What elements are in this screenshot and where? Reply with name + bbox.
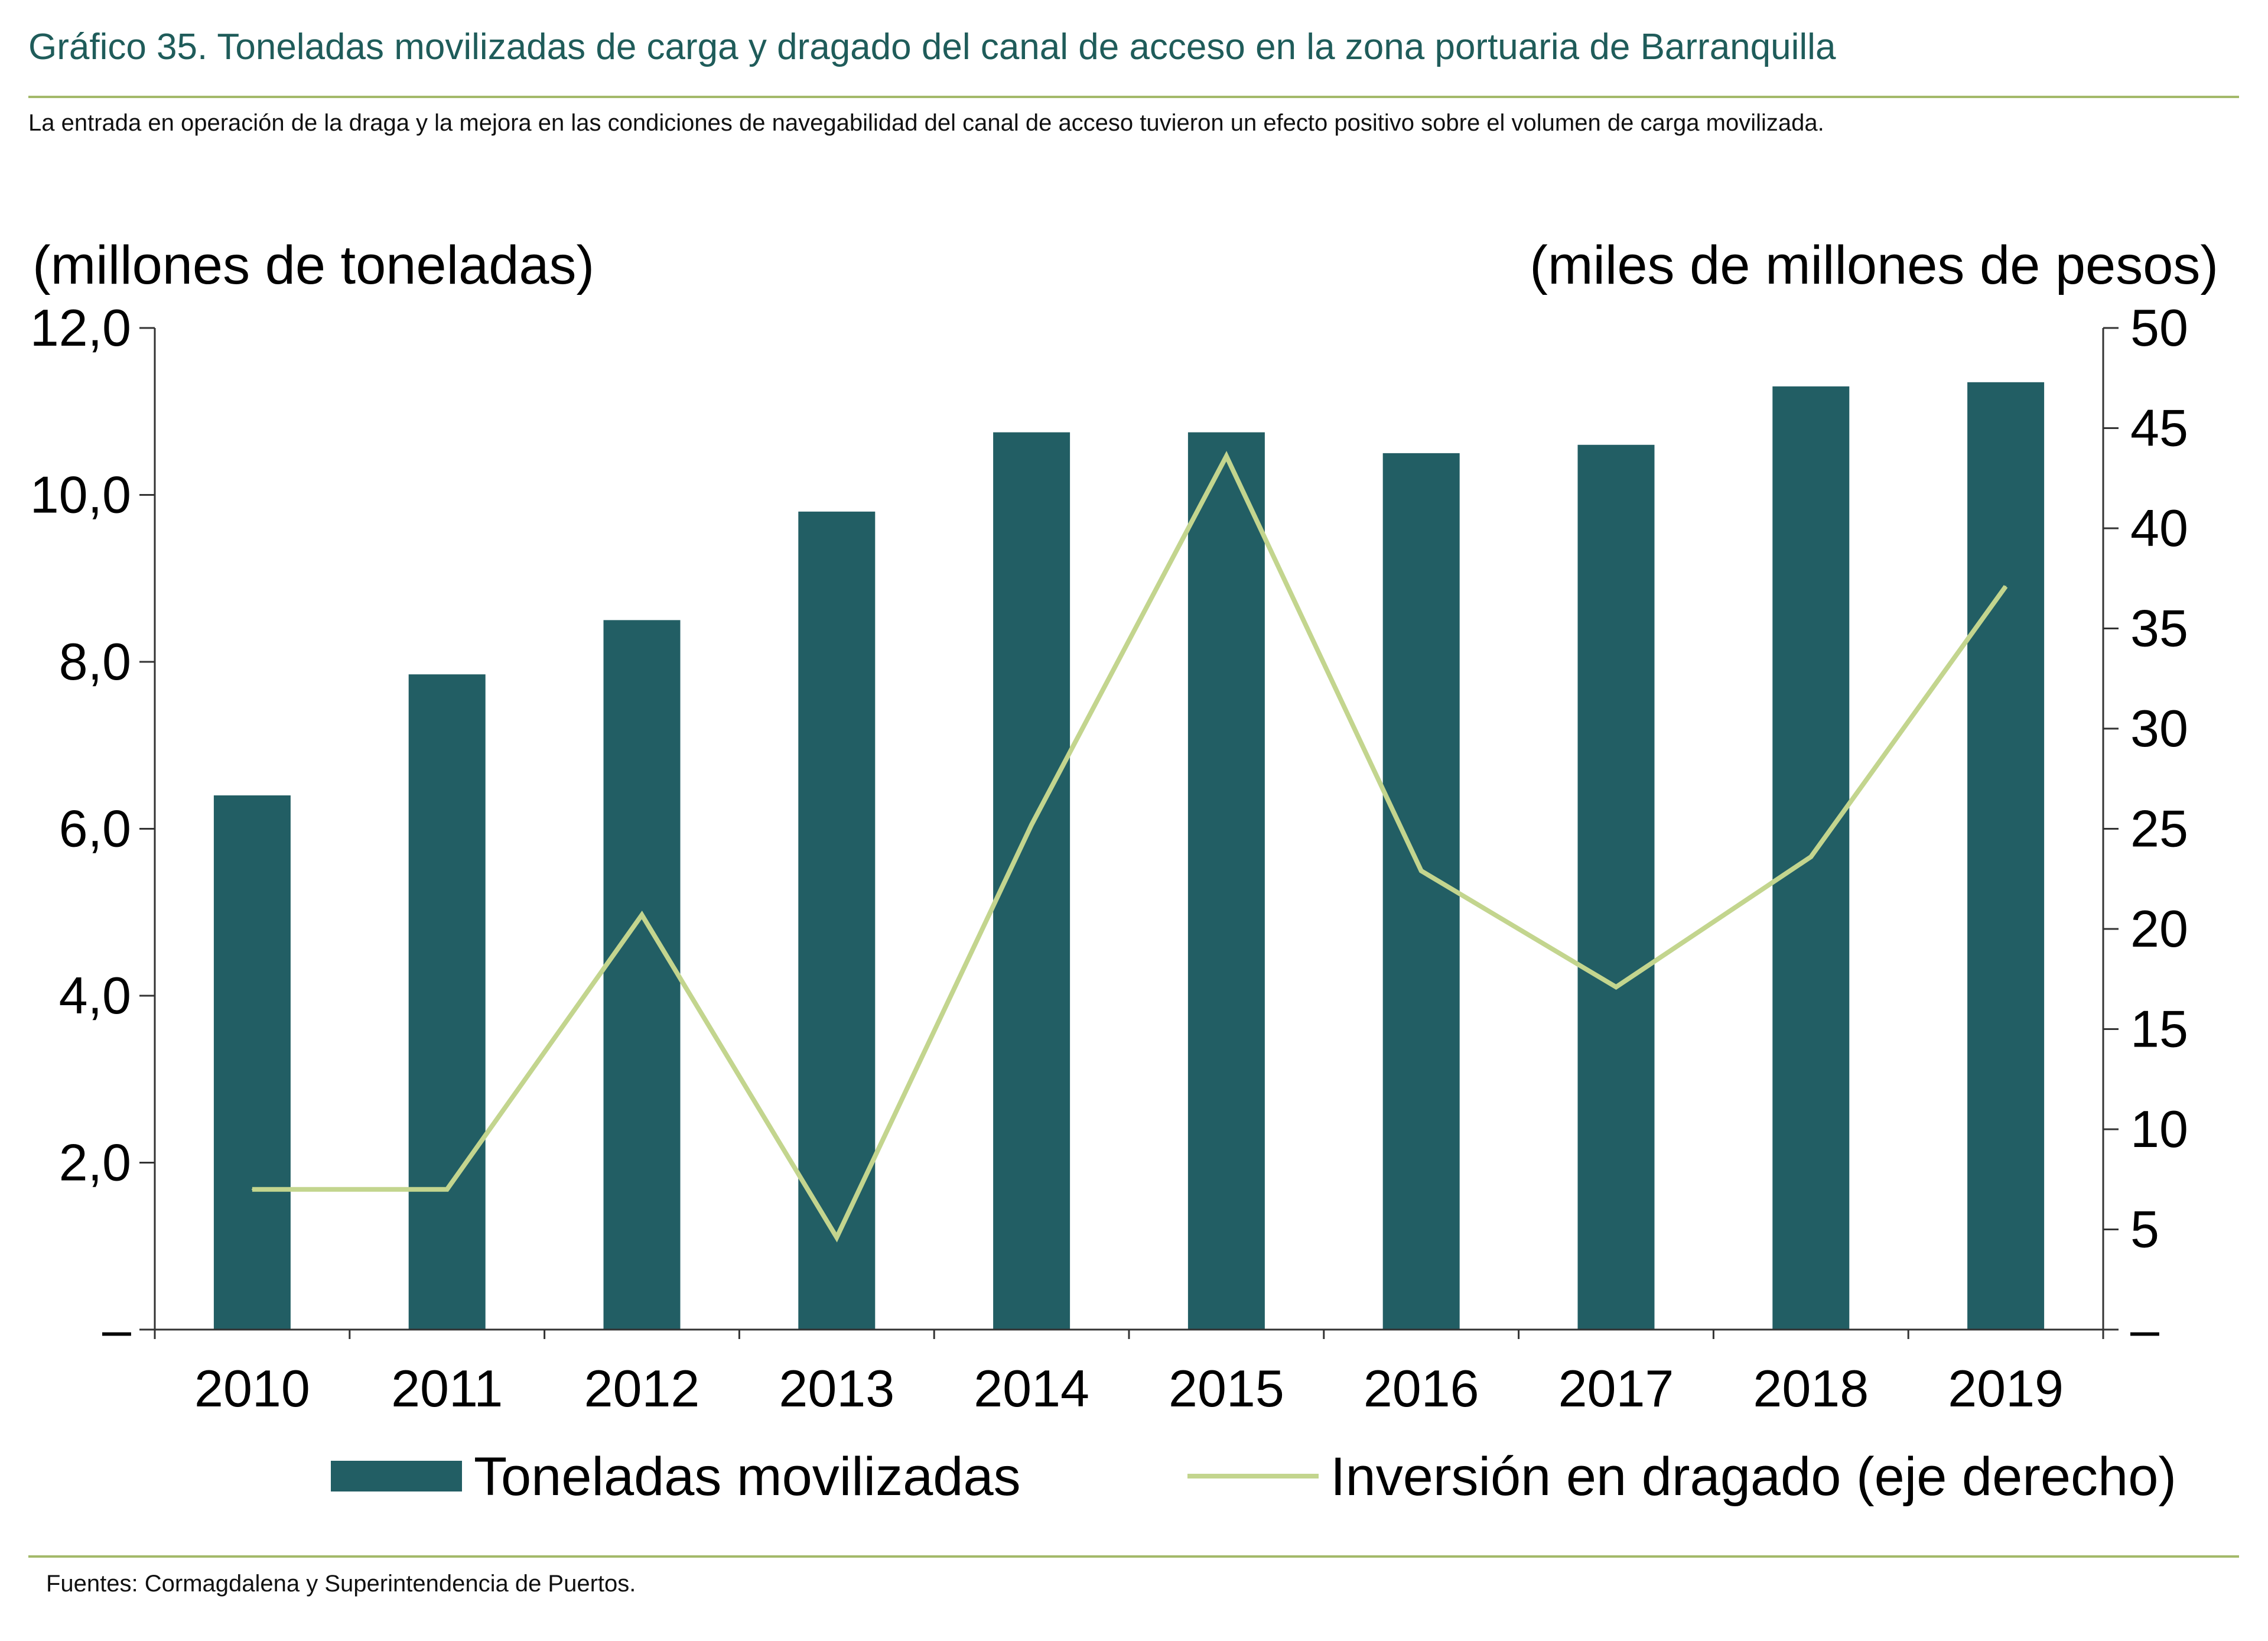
left-tick-label: 4,0 [59,966,131,1025]
line-point-2017 [1615,986,1617,988]
x-tick-label-2011: 2011 [391,1359,503,1418]
bar-2019 [1967,382,2045,1330]
right-tick-label: 40 [2130,499,2188,557]
line-point-2015 [1225,455,1227,457]
line-investment [252,451,2008,1243]
x-tick-label-2013: 2013 [779,1359,894,1418]
right-tick-label: 15 [2130,1000,2188,1058]
right-tick-label: 30 [2130,699,2188,758]
x-tick-label-2017: 2017 [1558,1359,1674,1418]
right-tick-label: 5 [2130,1200,2159,1259]
line-point-2012 [641,914,643,916]
line-point-2019 [2005,586,2007,587]
chart-subtitle: La entrada en operación de la draga y la… [28,110,1824,136]
legend-label-line: Inversión en dragado (eje derecho) [1330,1447,2176,1507]
legend-swatch-bars [331,1461,462,1491]
left-tick-label: 8,0 [59,632,131,691]
line-point-2016 [1420,870,1422,872]
x-tick-label-2014: 2014 [974,1359,1089,1418]
right-tick-label: 25 [2130,800,2188,858]
bar-2013 [798,511,876,1330]
left-axis-title: (millones de toneladas) [32,235,594,295]
left-axis-ticks: – 2,0 4,0 6,0 8,0 10,0 12,0 [30,298,155,1359]
left-tick-label: 6,0 [59,800,131,858]
x-tick-label-2019: 2019 [1948,1359,2064,1418]
x-tick-label-2012: 2012 [584,1359,700,1418]
line-point-2010 [251,1188,253,1190]
line-point-2014 [1031,824,1033,826]
legend: Toneladas movilizadas Inversión en draga… [331,1447,2176,1507]
line-point-2013 [836,1237,838,1239]
right-tick-label: 20 [2130,899,2188,958]
right-axis-title: (miles de millones de pesos) [1530,235,2218,295]
bar-2012 [603,620,681,1330]
bar-2017 [1577,444,1655,1330]
right-tick-label: 45 [2130,399,2188,457]
x-tick-label-2018: 2018 [1753,1359,1869,1418]
legend-label-bars: Toneladas movilizadas [474,1447,1021,1507]
left-tick-label: 12,0 [30,298,131,357]
title-divider [28,96,2239,98]
x-tick-label-2010: 2010 [194,1359,310,1418]
left-tick-label: – [102,1300,131,1359]
combo-chart: (millones de toneladas) (miles de millon… [30,235,2218,1507]
line-point-2011 [446,1188,448,1190]
right-tick-label: 10 [2130,1100,2188,1158]
bar-2011 [408,674,486,1330]
x-tick-label-2015: 2015 [1169,1359,1284,1418]
x-axis-labels: 2010 2011 2012 2013 2014 2015 2016 2017 2018 2019 [194,1359,2064,1418]
bar-2016 [1382,453,1460,1330]
chart-title: Gráfico 35. Toneladas movilizadas de car… [28,27,1836,67]
line-point-2018 [1810,856,1812,857]
bar-2015 [1187,432,1265,1330]
line-series [251,451,2008,1243]
source-note: Fuentes: Cormagdalena y Superintendencia… [46,1571,636,1597]
right-tick-label: 50 [2130,298,2188,357]
bar-series [213,382,2045,1330]
bar-2010 [213,795,291,1330]
left-tick-label: 10,0 [30,466,131,524]
right-tick-label: – [2130,1300,2159,1359]
footer-divider [28,1555,2239,1558]
left-tick-label: 2,0 [59,1133,131,1192]
right-tick-label: 35 [2130,599,2188,658]
x-tick-label-2016: 2016 [1364,1359,1479,1418]
right-axis-ticks: – 5 10 15 20 25 30 35 40 45 50 [2103,298,2188,1359]
